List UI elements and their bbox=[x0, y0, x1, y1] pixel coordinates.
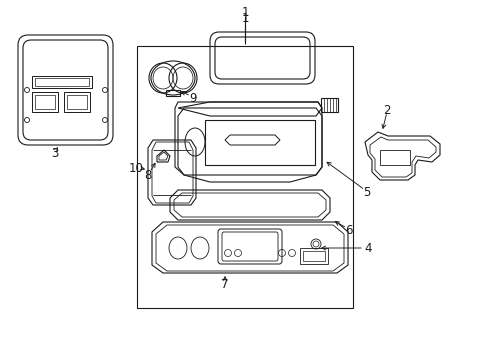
Bar bbox=[32, 92, 58, 112]
Bar bbox=[32, 76, 92, 88]
Bar bbox=[35, 95, 55, 109]
Text: 1: 1 bbox=[241, 5, 248, 18]
Bar bbox=[35, 78, 89, 86]
Text: 6: 6 bbox=[345, 224, 352, 237]
Bar bbox=[299, 248, 327, 264]
Text: 9: 9 bbox=[189, 91, 196, 104]
Bar bbox=[303, 251, 325, 261]
Bar bbox=[64, 92, 90, 112]
Text: 10: 10 bbox=[128, 162, 143, 175]
Bar bbox=[67, 95, 87, 109]
Text: 7: 7 bbox=[221, 279, 228, 292]
Text: 2: 2 bbox=[383, 104, 390, 117]
Bar bbox=[137, 46, 352, 308]
Text: 5: 5 bbox=[363, 185, 370, 198]
Text: 1: 1 bbox=[241, 12, 248, 24]
Text: 4: 4 bbox=[364, 242, 371, 255]
Text: 8: 8 bbox=[144, 168, 151, 181]
Text: 3: 3 bbox=[51, 147, 59, 159]
